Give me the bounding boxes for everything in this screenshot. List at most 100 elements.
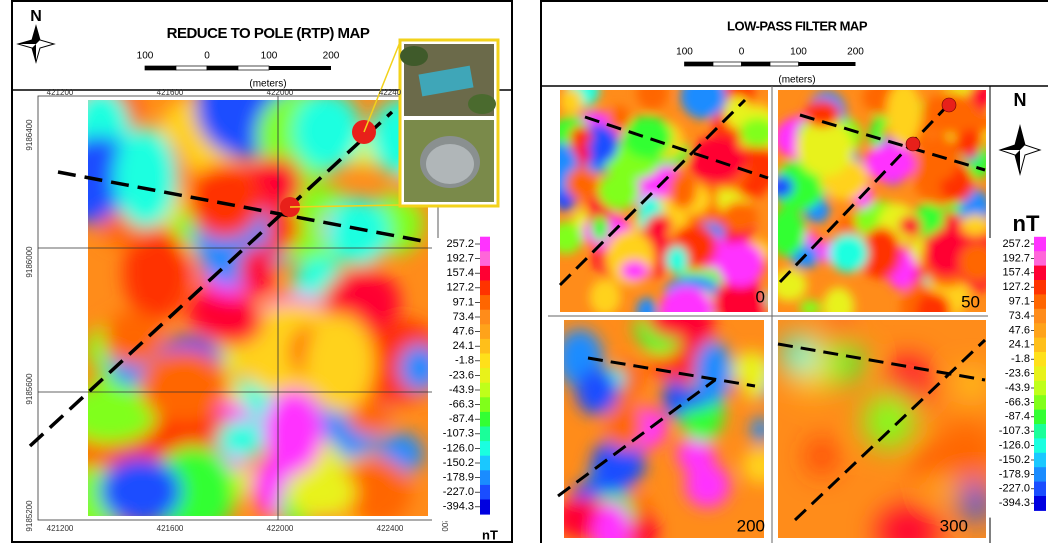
- scale-segment: [770, 62, 799, 66]
- anomaly: [103, 311, 162, 365]
- anomaly: [739, 118, 776, 148]
- legend-swatch: [480, 412, 490, 427]
- legend-swatch: [1034, 323, 1046, 338]
- anomaly: [204, 299, 263, 345]
- anomaly: [263, 389, 323, 473]
- x-coord-label: 422000: [267, 524, 294, 533]
- anomaly: [829, 234, 868, 273]
- legend-swatch: [480, 441, 490, 456]
- legend-unit: nT: [1013, 211, 1040, 236]
- legend-swatch: [1034, 237, 1046, 252]
- x-coord-label: 422400: [377, 524, 404, 533]
- map-title: LOW-PASS FILTER MAP: [727, 18, 868, 33]
- anomaly: [957, 369, 987, 398]
- anomaly: [669, 171, 697, 209]
- scale-segment: [799, 62, 856, 66]
- legend-label: 192.7: [446, 253, 474, 265]
- legend-label: -43.9: [1005, 382, 1030, 394]
- anomaly: [566, 167, 598, 200]
- anomaly: [606, 401, 644, 450]
- legend-swatch: [1034, 410, 1046, 425]
- anomaly: [637, 75, 668, 111]
- anomaly: [598, 172, 640, 210]
- legend-swatch: [1034, 352, 1046, 367]
- x-coord-label: 421600: [157, 88, 184, 97]
- low-pass-maps: [542, 72, 1004, 543]
- scale-segment: [685, 62, 714, 66]
- legend-swatch: [1034, 366, 1046, 381]
- anomaly: [570, 126, 593, 147]
- color-legend: 257.2192.7157.4127.297.173.447.624.1-1.8…: [988, 237, 1048, 518]
- legend-label: 24.1: [453, 340, 474, 352]
- legend-swatch: [480, 368, 490, 383]
- anomaly: [768, 207, 806, 256]
- map-surface: [554, 301, 785, 543]
- x-coord-label: 42240: [379, 88, 402, 97]
- anomaly: [100, 458, 181, 525]
- legend-label: -43.9: [449, 384, 474, 396]
- legend-label: -394.3: [443, 501, 474, 513]
- legend-label: -1.8: [455, 355, 474, 367]
- legend-label: 73.4: [1009, 310, 1030, 322]
- north-label: N: [1014, 90, 1027, 110]
- scale-label: 200: [847, 47, 864, 58]
- legend-swatch: [480, 500, 490, 515]
- legend-label: 47.6: [453, 326, 474, 338]
- legend-label: -1.8: [1011, 353, 1030, 365]
- x-coord-label: 421600: [157, 524, 184, 533]
- legend-label: -107.3: [999, 425, 1030, 437]
- anomaly: [808, 439, 835, 474]
- legend-swatch: [480, 354, 490, 369]
- legend-label: 192.7: [1002, 252, 1030, 264]
- anomaly: [829, 317, 849, 339]
- y-coord-label: 9186000: [25, 246, 34, 278]
- legend-swatch: [1034, 395, 1046, 410]
- y-coord-label: 9185200: [25, 500, 34, 532]
- legend-swatch: [480, 295, 490, 310]
- legend-label: 157.4: [446, 267, 474, 279]
- anomaly: [800, 300, 821, 317]
- anomaly: [722, 201, 758, 232]
- anomaly: [623, 116, 673, 159]
- legend-swatch: [480, 266, 490, 281]
- anomaly: [561, 88, 583, 114]
- legend-swatch: [1034, 251, 1046, 266]
- anomaly: [680, 74, 726, 119]
- x-coord-label: 422000: [267, 88, 294, 97]
- north-arrow: [18, 26, 54, 62]
- legend-swatch: [1034, 309, 1046, 324]
- scale-bar: 1000100200: [137, 51, 340, 70]
- legend-swatch: [1034, 467, 1046, 482]
- scale-segment: [742, 62, 771, 66]
- x-coord-label: 421200: [47, 524, 74, 533]
- legend-label: -227.0: [999, 483, 1030, 495]
- figure: N N REDUCE TO POLE (RTP) MAP LOW-PASS FI…: [0, 0, 1048, 543]
- anomaly: [646, 214, 673, 236]
- scale-segment: [145, 66, 176, 70]
- legend-swatch: [1034, 381, 1046, 396]
- legend-swatch: [480, 310, 490, 325]
- anomaly: [591, 216, 608, 242]
- legend-label: 73.4: [453, 311, 474, 323]
- filter-wavelength: 200: [737, 516, 765, 535]
- anomaly: [960, 483, 991, 521]
- legend-swatch: [480, 456, 490, 471]
- anomaly: [303, 314, 375, 413]
- legend-swatch: [1034, 294, 1046, 309]
- anomaly: [549, 222, 582, 254]
- legend-label: 257.2: [1002, 238, 1030, 250]
- map-title: REDUCE TO POLE (RTP) MAP: [167, 25, 370, 42]
- legend-label: -178.9: [999, 468, 1030, 480]
- scale-label: 100: [790, 47, 807, 58]
- anomaly: [717, 241, 764, 286]
- legend-label: -227.0: [443, 486, 474, 498]
- anomaly: [590, 279, 621, 315]
- map-surface: [542, 72, 786, 334]
- anomaly: [293, 92, 362, 170]
- anomaly: [742, 449, 780, 484]
- legend-swatch: [1034, 266, 1046, 281]
- anomaly: [961, 214, 990, 236]
- legend-swatch: [1034, 424, 1046, 439]
- legend-label: 257.2: [446, 238, 474, 250]
- map-surface: [55, 56, 447, 543]
